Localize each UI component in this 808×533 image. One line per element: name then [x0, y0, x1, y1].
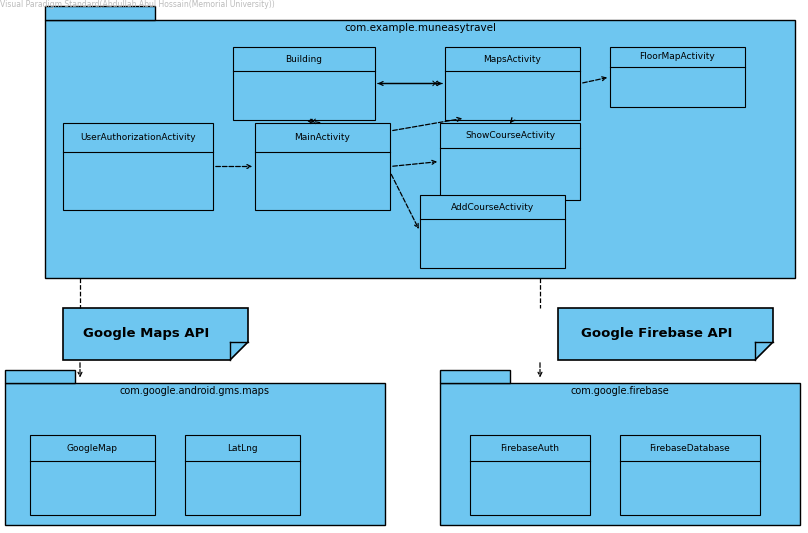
Text: MainActivity: MainActivity [295, 133, 351, 142]
Text: Building: Building [285, 54, 322, 63]
Text: ShowCourseActivity: ShowCourseActivity [465, 131, 555, 140]
Text: com.google.android.gms.maps: com.google.android.gms.maps [120, 386, 270, 395]
Text: ✕: ✕ [431, 78, 439, 88]
Polygon shape [558, 308, 773, 360]
Text: Visual Paradigm Standard(Abdullah Abul Hossain(Memorial University)): Visual Paradigm Standard(Abdullah Abul H… [0, 0, 275, 9]
Text: FirebaseAuth: FirebaseAuth [500, 443, 559, 453]
Text: GoogleMap: GoogleMap [67, 443, 118, 453]
Text: com.google.firebase: com.google.firebase [570, 386, 669, 395]
Bar [420, 195, 565, 268]
Bar [233, 47, 375, 120]
Bar [5, 370, 75, 383]
Text: MapsActivity: MapsActivity [483, 54, 541, 63]
Text: ✕: ✕ [309, 117, 318, 126]
Text: FirebaseDatabase: FirebaseDatabase [650, 443, 730, 453]
Bar [5, 383, 385, 525]
Bar [45, 6, 155, 20]
Bar [185, 435, 300, 515]
Bar [45, 20, 795, 278]
Text: com.example.muneasytravel: com.example.muneasytravel [344, 23, 496, 33]
Bar [620, 435, 760, 515]
Bar [30, 435, 155, 515]
Text: LatLng: LatLng [227, 443, 258, 453]
Bar [440, 123, 580, 200]
Bar [63, 123, 213, 210]
Bar [440, 383, 800, 525]
Text: AddCourseActivity: AddCourseActivity [451, 203, 534, 212]
Bar [440, 370, 510, 383]
Polygon shape [63, 308, 248, 360]
Bar [445, 47, 580, 120]
Text: Google Firebase API: Google Firebase API [581, 327, 732, 341]
Bar [470, 435, 590, 515]
Text: FloorMapActivity: FloorMapActivity [640, 52, 715, 61]
Text: UserAuthorizationActivity: UserAuthorizationActivity [80, 133, 196, 142]
Bar [255, 123, 390, 210]
Bar [610, 47, 745, 107]
Text: Google Maps API: Google Maps API [83, 327, 209, 341]
